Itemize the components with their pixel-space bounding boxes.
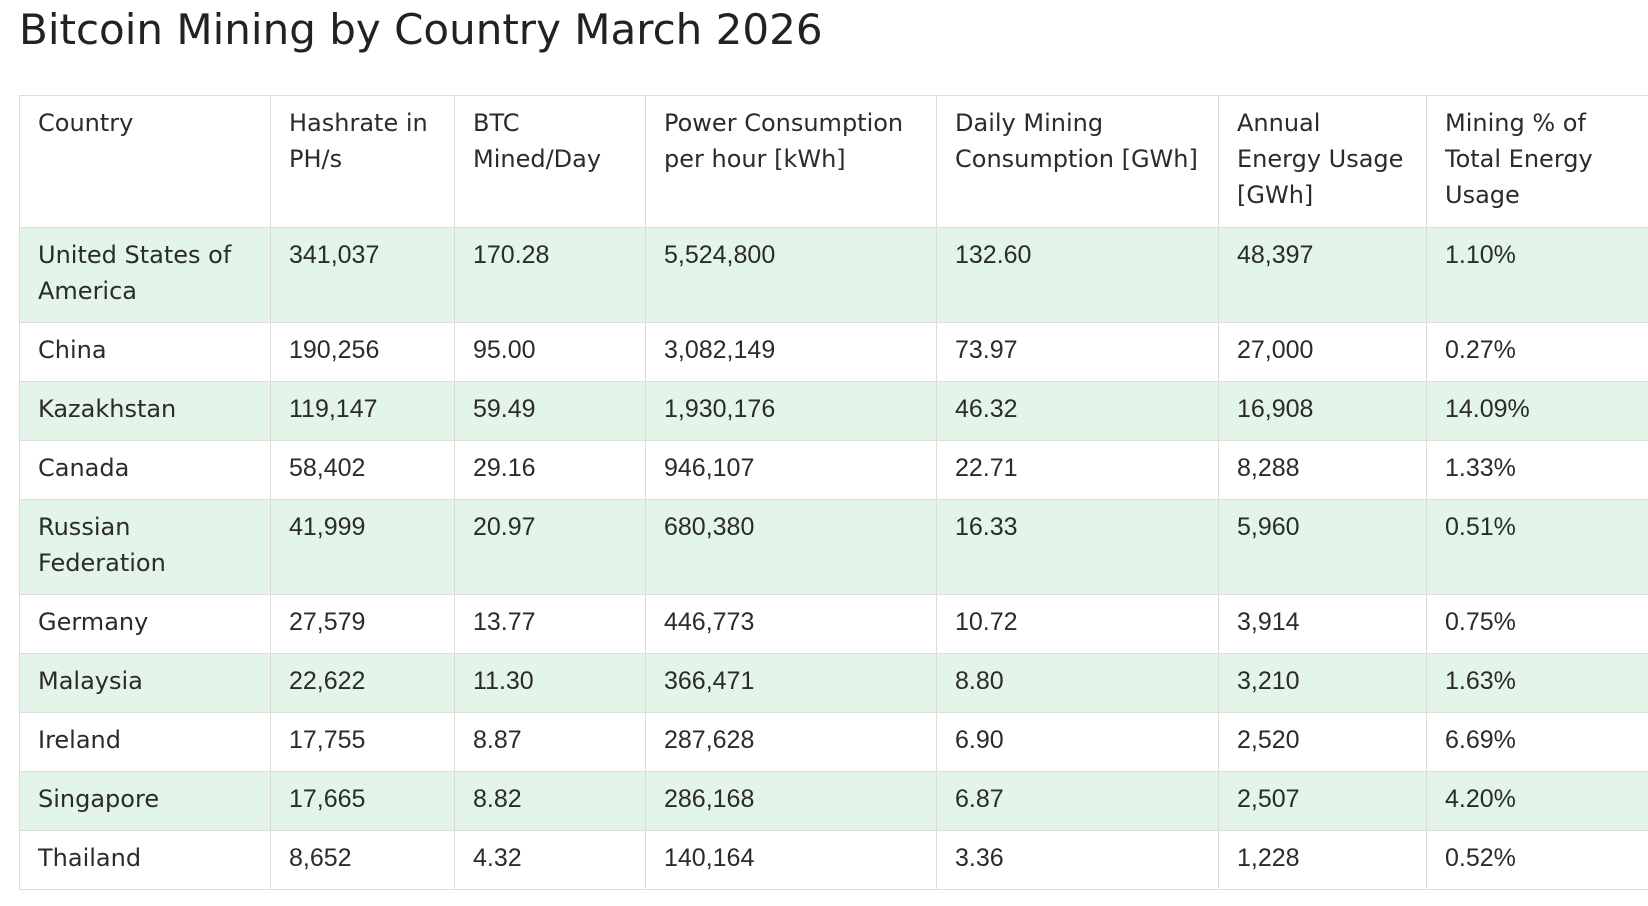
table-row: Canada 58,402 29.16 946,107 22.71 8,288 …: [19, 440, 1648, 500]
cell-power-consumption: 5,524,800: [645, 227, 937, 323]
cell-mining-percent: 6.69%: [1426, 712, 1648, 772]
cell-hashrate: 341,037: [270, 227, 455, 323]
cell-hashrate: 27,579: [270, 594, 455, 654]
header-daily-consumption: Daily Mining Consumption [GWh]: [936, 95, 1219, 228]
cell-daily-consumption: 6.87: [936, 771, 1219, 831]
cell-mining-percent: 1.33%: [1426, 440, 1648, 500]
cell-btc-mined: 4.32: [454, 830, 646, 890]
table-body: United States of America 341,037 170.28 …: [19, 227, 1648, 890]
cell-annual-energy: 3,914: [1218, 594, 1427, 654]
cell-daily-consumption: 22.71: [936, 440, 1219, 500]
cell-country: Germany: [19, 594, 271, 654]
table-row: Ireland 17,755 8.87 287,628 6.90 2,520 6…: [19, 712, 1648, 772]
cell-btc-mined: 11.30: [454, 653, 646, 713]
cell-hashrate: 17,665: [270, 771, 455, 831]
cell-daily-consumption: 6.90: [936, 712, 1219, 772]
cell-power-consumption: 287,628: [645, 712, 937, 772]
cell-mining-percent: 1.10%: [1426, 227, 1648, 323]
cell-country: Ireland: [19, 712, 271, 772]
cell-annual-energy: 5,960: [1218, 499, 1427, 595]
table-row: Malaysia 22,622 11.30 366,471 8.80 3,210…: [19, 653, 1648, 713]
cell-annual-energy: 27,000: [1218, 322, 1427, 382]
cell-mining-percent: 14.09%: [1426, 381, 1648, 441]
cell-daily-consumption: 46.32: [936, 381, 1219, 441]
cell-btc-mined: 8.82: [454, 771, 646, 831]
cell-power-consumption: 140,164: [645, 830, 937, 890]
cell-daily-consumption: 132.60: [936, 227, 1219, 323]
cell-annual-energy: 2,507: [1218, 771, 1427, 831]
table-row: Kazakhstan 119,147 59.49 1,930,176 46.32…: [19, 381, 1648, 441]
cell-btc-mined: 8.87: [454, 712, 646, 772]
table-row: Russian Federation 41,999 20.97 680,380 …: [19, 499, 1648, 595]
header-annual-energy: Annual Energy Usage [GWh]: [1218, 95, 1427, 228]
header-mining-percent: Mining % of Total Energy Usage: [1426, 95, 1648, 228]
cell-hashrate: 58,402: [270, 440, 455, 500]
cell-power-consumption: 3,082,149: [645, 322, 937, 382]
table-row: China 190,256 95.00 3,082,149 73.97 27,0…: [19, 322, 1648, 382]
cell-hashrate: 41,999: [270, 499, 455, 595]
cell-country: United States of America: [19, 227, 271, 323]
cell-country: Canada: [19, 440, 271, 500]
cell-country: Russian Federation: [19, 499, 271, 595]
cell-daily-consumption: 3.36: [936, 830, 1219, 890]
cell-mining-percent: 4.20%: [1426, 771, 1648, 831]
cell-btc-mined: 59.49: [454, 381, 646, 441]
table-row: Thailand 8,652 4.32 140,164 3.36 1,228 0…: [19, 830, 1648, 890]
cell-annual-energy: 8,288: [1218, 440, 1427, 500]
cell-power-consumption: 366,471: [645, 653, 937, 713]
cell-annual-energy: 3,210: [1218, 653, 1427, 713]
cell-hashrate: 22,622: [270, 653, 455, 713]
table-header: Country Hashrate in PH/s BTC Mined/Day P…: [19, 95, 1648, 228]
cell-btc-mined: 29.16: [454, 440, 646, 500]
cell-annual-energy: 48,397: [1218, 227, 1427, 323]
cell-daily-consumption: 10.72: [936, 594, 1219, 654]
table-container: Country Hashrate in PH/s BTC Mined/Day P…: [19, 95, 1648, 890]
cell-power-consumption: 1,930,176: [645, 381, 937, 441]
cell-hashrate: 17,755: [270, 712, 455, 772]
cell-annual-energy: 1,228: [1218, 830, 1427, 890]
cell-mining-percent: 0.27%: [1426, 322, 1648, 382]
cell-hashrate: 119,147: [270, 381, 455, 441]
cell-mining-percent: 0.75%: [1426, 594, 1648, 654]
header-hashrate: Hashrate in PH/s: [270, 95, 455, 228]
cell-country: Thailand: [19, 830, 271, 890]
cell-btc-mined: 20.97: [454, 499, 646, 595]
cell-btc-mined: 95.00: [454, 322, 646, 382]
cell-daily-consumption: 16.33: [936, 499, 1219, 595]
mining-table: Country Hashrate in PH/s BTC Mined/Day P…: [19, 95, 1648, 890]
cell-mining-percent: 1.63%: [1426, 653, 1648, 713]
cell-mining-percent: 0.51%: [1426, 499, 1648, 595]
table-row: Germany 27,579 13.77 446,773 10.72 3,914…: [19, 594, 1648, 654]
table-row: Singapore 17,665 8.82 286,168 6.87 2,507…: [19, 771, 1648, 831]
cell-country: Singapore: [19, 771, 271, 831]
table-row: United States of America 341,037 170.28 …: [19, 227, 1648, 323]
cell-power-consumption: 680,380: [645, 499, 937, 595]
cell-country: Kazakhstan: [19, 381, 271, 441]
header-row: Country Hashrate in PH/s BTC Mined/Day P…: [19, 95, 1648, 228]
cell-hashrate: 8,652: [270, 830, 455, 890]
cell-daily-consumption: 73.97: [936, 322, 1219, 382]
cell-country: China: [19, 322, 271, 382]
cell-power-consumption: 446,773: [645, 594, 937, 654]
header-country: Country: [19, 95, 271, 228]
cell-mining-percent: 0.52%: [1426, 830, 1648, 890]
page-title: Bitcoin Mining by Country March 2026: [19, 5, 823, 54]
cell-btc-mined: 13.77: [454, 594, 646, 654]
cell-hashrate: 190,256: [270, 322, 455, 382]
cell-annual-energy: 2,520: [1218, 712, 1427, 772]
cell-annual-energy: 16,908: [1218, 381, 1427, 441]
header-power-consumption: Power Consumption per hour [kWh]: [645, 95, 937, 228]
cell-btc-mined: 170.28: [454, 227, 646, 323]
cell-country: Malaysia: [19, 653, 271, 713]
cell-power-consumption: 946,107: [645, 440, 937, 500]
header-btc-mined: BTC Mined/Day: [454, 95, 646, 228]
cell-power-consumption: 286,168: [645, 771, 937, 831]
cell-daily-consumption: 8.80: [936, 653, 1219, 713]
